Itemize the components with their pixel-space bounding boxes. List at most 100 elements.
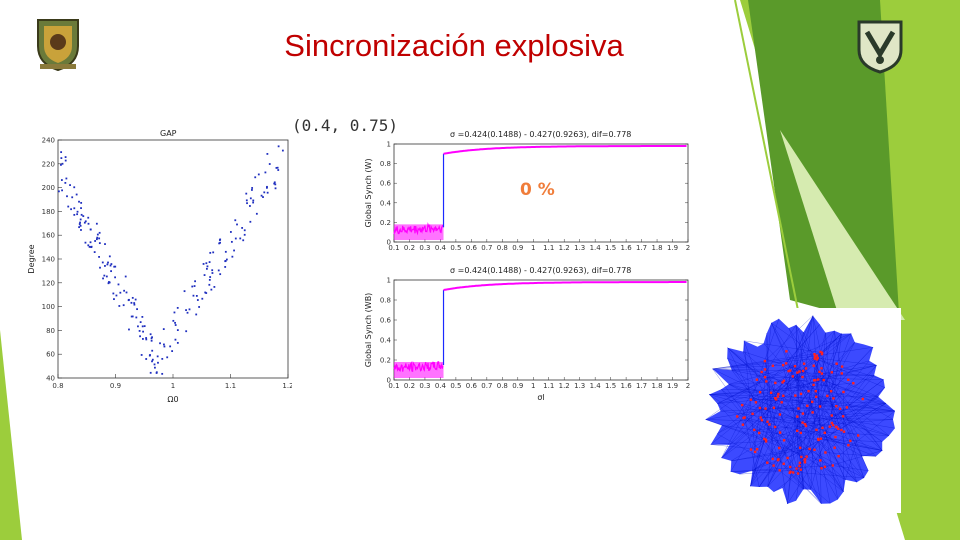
network-node bbox=[812, 383, 815, 387]
gap-point bbox=[161, 372, 164, 375]
gap-point bbox=[176, 341, 179, 344]
gap-point bbox=[122, 304, 125, 307]
network-node bbox=[772, 406, 776, 409]
gap-point bbox=[90, 246, 93, 249]
network-node bbox=[838, 407, 842, 410]
gap-y-axis-label: Degree bbox=[27, 244, 36, 273]
gap-point bbox=[249, 220, 252, 223]
gap-point bbox=[176, 306, 179, 309]
synch-w-x-tick-label: 0.4 bbox=[435, 244, 447, 252]
gap-point bbox=[185, 330, 188, 333]
gap-point bbox=[209, 251, 212, 254]
gap-point bbox=[260, 194, 263, 197]
network-edge-mass bbox=[705, 315, 895, 504]
synch-w-y-tick-label: 1 bbox=[387, 141, 391, 149]
gap-point bbox=[98, 231, 101, 234]
gap-plot-frame bbox=[57, 139, 289, 379]
gap-point bbox=[195, 313, 198, 316]
network-node bbox=[837, 427, 840, 430]
gap-point bbox=[266, 186, 268, 189]
network-node bbox=[759, 416, 762, 419]
synch-wb-x-tick-label: 0.8 bbox=[497, 382, 508, 390]
synch-w-y-axis-label: Global Synch (W) bbox=[364, 158, 373, 227]
gap-y-tick-label: 140 bbox=[42, 256, 55, 264]
network-node bbox=[769, 391, 773, 394]
network-node bbox=[820, 372, 824, 375]
network-node bbox=[800, 455, 803, 459]
gap-point bbox=[87, 216, 90, 219]
gap-point bbox=[213, 286, 216, 288]
gap-point bbox=[145, 358, 148, 360]
gap-point bbox=[80, 229, 82, 231]
gap-point bbox=[114, 276, 116, 279]
gap-point bbox=[83, 221, 86, 224]
network-node bbox=[758, 391, 762, 394]
synch-w-x-tick-label: 1 bbox=[531, 244, 535, 252]
gap-point bbox=[211, 272, 214, 274]
network-node bbox=[833, 446, 836, 449]
network-node bbox=[797, 407, 800, 410]
gap-point bbox=[151, 358, 154, 361]
gap-point bbox=[93, 251, 96, 253]
gap-point bbox=[156, 355, 159, 358]
gap-point bbox=[94, 240, 97, 242]
gap-point bbox=[135, 316, 138, 319]
gap-point bbox=[153, 363, 156, 366]
network-node bbox=[771, 457, 774, 461]
gap-point bbox=[273, 181, 276, 184]
gap-point bbox=[163, 343, 165, 346]
network-node bbox=[803, 458, 806, 462]
network-node bbox=[792, 471, 795, 474]
gap-point bbox=[224, 250, 227, 253]
gap-point bbox=[61, 189, 63, 192]
synch-wb-chart: 0.1 0.2 0.3 0.4 0.5 0.6 0.7 0.8 0.9 1 1.1 1.2 1.3 1.4… bbox=[364, 277, 690, 403]
gap-point bbox=[104, 265, 106, 267]
network-node bbox=[803, 422, 807, 426]
gap-point bbox=[203, 274, 206, 276]
synch-w-x-tick-label: 2 bbox=[686, 244, 690, 252]
network-node bbox=[832, 397, 835, 400]
gap-point bbox=[196, 299, 199, 301]
gap-point bbox=[205, 262, 208, 265]
gap-point bbox=[61, 162, 64, 165]
gap-point bbox=[84, 241, 87, 244]
gap-point bbox=[262, 196, 264, 198]
network-node bbox=[841, 415, 845, 418]
synch-w-x-tick-label: 0.1 bbox=[388, 244, 399, 252]
gap-point bbox=[211, 269, 214, 272]
synch-wb-high-branch bbox=[443, 281, 687, 291]
synch-w-x-tick-label: 1.2 bbox=[559, 244, 570, 252]
gap-point bbox=[169, 345, 172, 348]
network-node bbox=[749, 398, 753, 401]
network-node bbox=[776, 458, 780, 462]
gap-point bbox=[252, 201, 255, 204]
gap-point bbox=[249, 197, 252, 200]
synch-wb-y-tick-label: 0.8 bbox=[380, 297, 391, 305]
gap-point bbox=[266, 153, 269, 155]
gap-point bbox=[114, 265, 117, 268]
network-node bbox=[781, 364, 785, 367]
network-node bbox=[820, 352, 824, 356]
synch-w-x-tick-label: 0.9 bbox=[512, 244, 523, 252]
network-node bbox=[780, 401, 783, 404]
network-node bbox=[835, 405, 838, 408]
network-node bbox=[819, 350, 822, 354]
network-node bbox=[751, 412, 754, 415]
gap-point bbox=[82, 215, 85, 218]
gap-point bbox=[274, 187, 277, 190]
gap-point bbox=[239, 237, 242, 240]
synch-wb-x-tick-label: 0.1 bbox=[388, 382, 399, 390]
right-logo bbox=[857, 20, 903, 74]
gap-point bbox=[266, 185, 268, 188]
network-node bbox=[782, 439, 786, 442]
network-node bbox=[823, 465, 827, 469]
gap-scatter-chart: 0.8 0.9 1 1.1 1.2 40 60 80 100 120 140 160 180 200 220… bbox=[27, 137, 292, 405]
network-node bbox=[842, 430, 846, 433]
synch-wb-y-tick-label: 0.4 bbox=[380, 337, 392, 345]
gap-point bbox=[162, 328, 165, 331]
network-node bbox=[834, 425, 838, 429]
network-node bbox=[772, 464, 775, 467]
synch-wb-x-tick-label: 1 bbox=[531, 382, 535, 390]
gap-point bbox=[113, 298, 115, 301]
gap-point bbox=[75, 193, 78, 196]
